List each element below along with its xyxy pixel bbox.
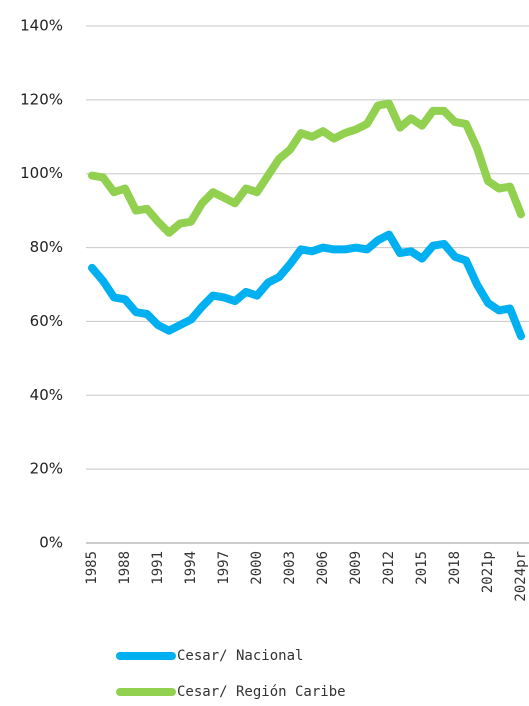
x-tick-label: 2009: [348, 551, 364, 585]
x-tick-label: 2003: [282, 551, 298, 585]
y-tick-label: 120%: [20, 90, 63, 108]
x-tick-label: 2012: [381, 551, 397, 585]
line-series: [88, 230, 525, 341]
y-tick-label: 20%: [30, 460, 63, 478]
y-tick-label: 80%: [30, 238, 63, 256]
line-series: [88, 99, 525, 237]
y-tick-label: 60%: [30, 312, 63, 330]
x-tick-label: 1985: [84, 551, 100, 585]
x-tick-label: 1988: [117, 551, 133, 585]
legend-label: Cesar/ Nacional: [177, 648, 303, 664]
x-tick-label: 2000: [249, 551, 265, 585]
y-tick-label: 100%: [20, 164, 63, 182]
x-tick-label: 2024pr: [513, 551, 529, 602]
x-tick-label: 2015: [414, 551, 430, 585]
x-tick-label: 2006: [315, 551, 331, 585]
x-tick-label: 1997: [216, 551, 232, 585]
x-tick-label: 2021p: [480, 551, 496, 593]
y-tick-label: 0%: [39, 534, 63, 552]
y-tick-label: 40%: [30, 386, 63, 404]
y-tick-label: 140%: [20, 17, 63, 35]
legend-label: Cesar/ Región Caribe: [177, 684, 346, 700]
x-tick-label: 1991: [150, 551, 166, 585]
x-tick-label: 1994: [183, 551, 199, 585]
x-tick-label: 2018: [447, 551, 463, 585]
